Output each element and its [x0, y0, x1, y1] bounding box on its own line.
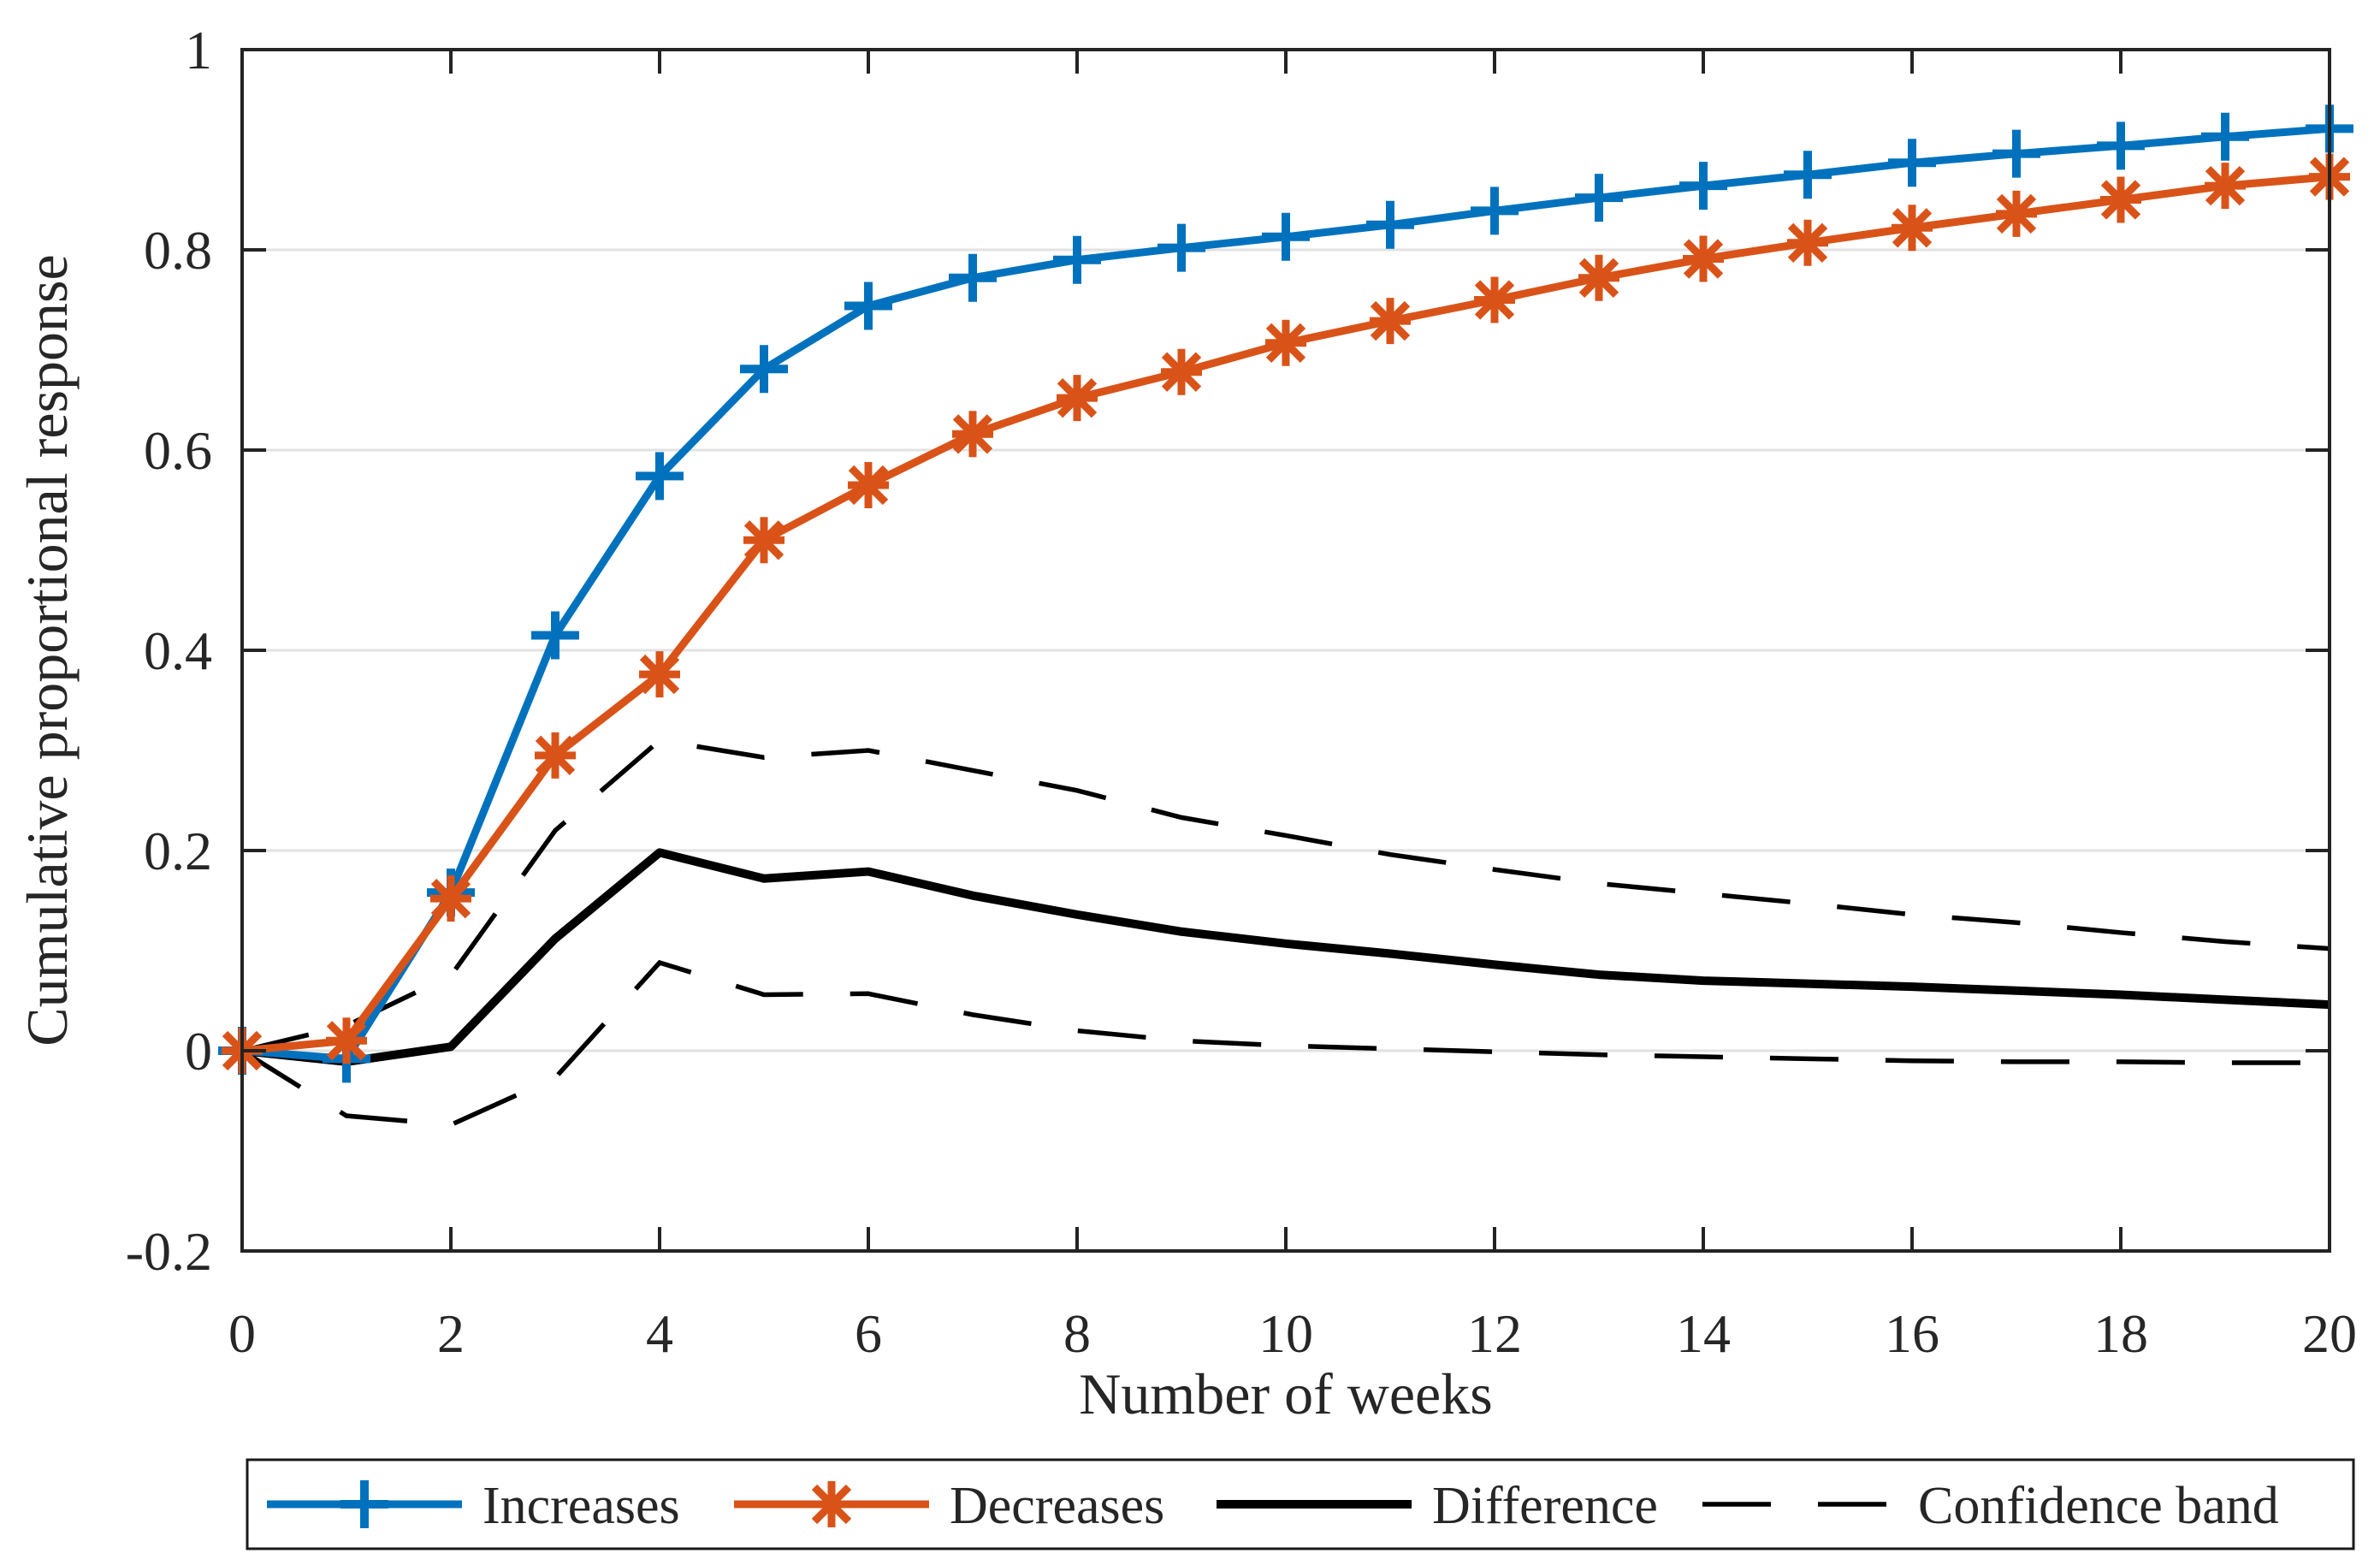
y-tick-label: -0.2	[126, 1221, 212, 1282]
legend-label: Decreases	[950, 1477, 1164, 1535]
legend-item-difference: Difference	[1217, 1477, 1658, 1535]
y-tick-label: 1	[185, 20, 212, 80]
x-tick-label: 16	[1885, 1303, 1939, 1364]
gridlines	[242, 248, 2330, 1052]
y-tick-labels: -0.2 0 0.2 0.4 0.6 0.8 1	[126, 20, 212, 1282]
confidence-band-upper-line	[241, 738, 2330, 1053]
x-tick-label: 2	[437, 1303, 465, 1364]
y-axis-label: Cumulative proportional response	[15, 254, 80, 1046]
axes-box	[240, 48, 2331, 1253]
y-tick-label: 0	[185, 1021, 212, 1082]
y-tick-label: 0.6	[144, 420, 212, 481]
x-tick-label: 18	[2093, 1303, 2148, 1364]
legend-item-confidence-band: Confidence band	[1702, 1477, 2279, 1535]
x-tick-label: 0	[228, 1303, 256, 1364]
y-tick-label: 0.4	[144, 620, 212, 681]
x-tick-label: 20	[2302, 1303, 2357, 1364]
y-tick-label: 0.8	[144, 220, 212, 281]
y-tick-label: 0.2	[144, 821, 212, 881]
confidence-band-lower-line	[240, 959, 2330, 1128]
legend-label: Increases	[483, 1477, 680, 1535]
x-axis-label: Number of weeks	[1079, 1361, 1492, 1426]
series-confidence-band	[240, 738, 2330, 1128]
difference-line	[241, 848, 2330, 1066]
x-tick-labels: 0 2 4 6 8 10 12 14 16 18 20	[228, 1303, 2357, 1364]
x-tick-label: 6	[855, 1303, 882, 1364]
x-tick-label: 8	[1063, 1303, 1091, 1364]
x-tick-label: 12	[1467, 1303, 1522, 1364]
legend-item-increases: Increases	[267, 1477, 680, 1535]
x-tick-label: 4	[646, 1303, 673, 1364]
x-tick-label: 10	[1258, 1303, 1313, 1364]
series-increases	[218, 104, 2353, 1083]
legend-label: Difference	[1432, 1477, 1658, 1535]
x-tick-label: 14	[1676, 1303, 1731, 1364]
legend: Increases Decreases Difference Confidence b…	[246, 1458, 2355, 1550]
legend-label: Confidence band	[1918, 1477, 2279, 1535]
series-difference	[241, 848, 2330, 1066]
legend-item-decreases: Decreases	[734, 1477, 1164, 1535]
